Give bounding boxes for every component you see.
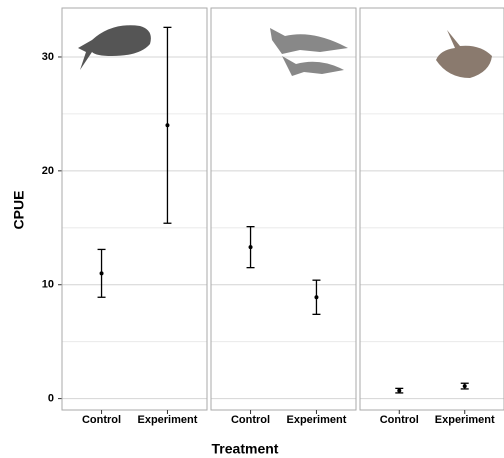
x-tick-label: Experiment (286, 414, 346, 426)
mean-point (397, 389, 401, 393)
y-tick-label: 10 (42, 279, 54, 291)
x-tick-label: Control (82, 414, 121, 426)
mean-point (165, 123, 169, 127)
x-axis-label: Treatment (212, 441, 279, 457)
y-axis-label: CPUE (11, 191, 27, 230)
chart: Treatment CPUE 0 10 20 30 Control Experiment C… (0, 0, 504, 458)
y-tick-label: 30 (42, 51, 54, 63)
x-tick-label: Control (231, 414, 270, 426)
mean-point (463, 384, 467, 388)
mean-point (100, 271, 104, 275)
x-tick-label: Control (380, 414, 419, 426)
x-tick-label: Experiment (435, 414, 495, 426)
mean-point (249, 245, 253, 249)
y-tick-label: 0 (48, 393, 54, 405)
x-tick-label: Experiment (137, 414, 197, 426)
y-tick-label: 20 (42, 165, 54, 177)
panel-background (62, 8, 207, 410)
mean-point (314, 295, 318, 299)
